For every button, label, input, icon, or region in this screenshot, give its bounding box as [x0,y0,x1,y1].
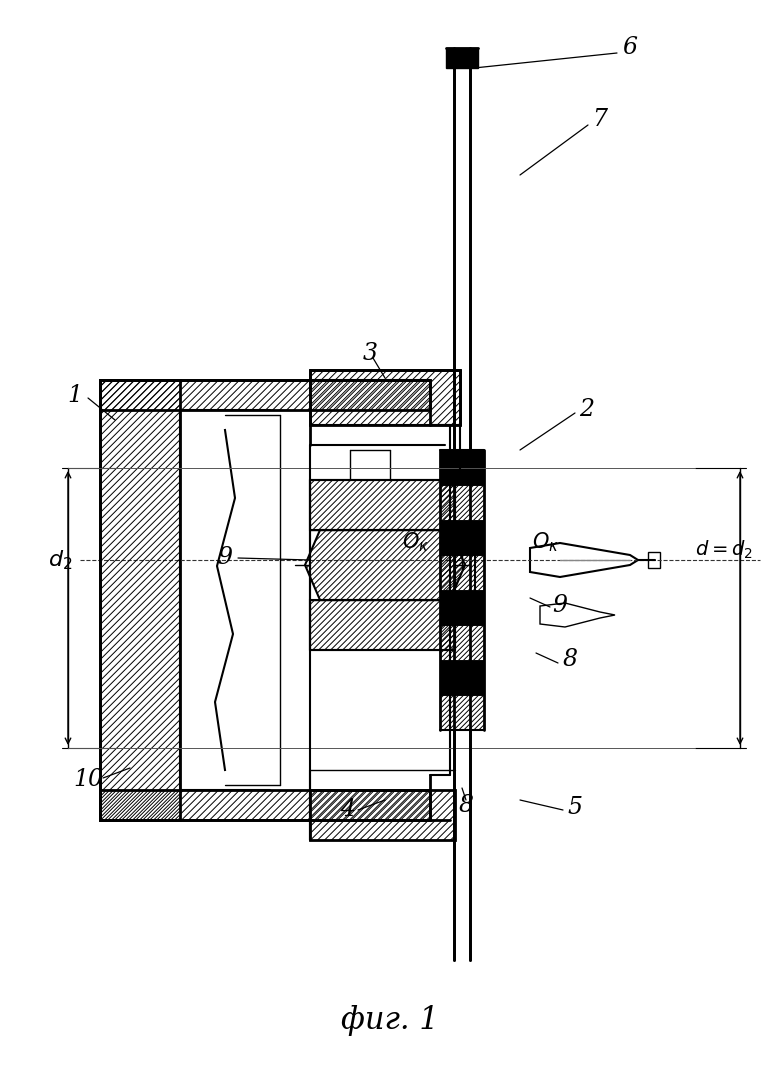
Bar [310,600,455,650]
Bar [100,381,180,820]
PathPatch shape [100,790,430,820]
Text: 2: 2 [580,399,594,421]
Text: 8: 8 [562,649,577,672]
PathPatch shape [310,370,460,425]
Bar [440,555,484,590]
PathPatch shape [440,625,484,660]
Text: 3: 3 [363,342,378,364]
PathPatch shape [305,530,465,600]
Text: 9: 9 [552,594,568,617]
Text: 10: 10 [73,769,103,791]
PathPatch shape [440,485,484,520]
PathPatch shape [100,381,430,410]
Bar [446,49,478,68]
PathPatch shape [310,600,455,650]
Bar [310,370,460,425]
Polygon shape [540,603,615,627]
Polygon shape [648,552,660,568]
Bar [310,790,455,840]
Text: 8: 8 [459,793,473,816]
Bar [440,695,484,730]
PathPatch shape [440,695,484,730]
Bar [100,381,430,410]
Text: 1: 1 [68,384,83,406]
Bar [440,450,484,485]
PathPatch shape [310,480,455,530]
Text: $O_{\kappa}$: $O_{\kappa}$ [402,530,428,554]
Text: фиг. 1: фиг. 1 [341,1005,439,1036]
Bar [440,660,484,695]
Text: 6: 6 [622,37,637,59]
Text: $d = d_2$: $d = d_2$ [695,539,753,562]
Polygon shape [530,543,638,577]
PathPatch shape [440,555,484,590]
Text: 5: 5 [568,797,583,819]
Text: 7: 7 [593,109,608,132]
Bar [440,485,484,520]
Bar [440,625,484,660]
Text: 4: 4 [341,799,356,821]
PathPatch shape [310,790,455,840]
Text: $d_2$: $d_2$ [48,549,73,571]
Bar [440,590,484,625]
Text: 9: 9 [218,547,232,569]
Bar [310,480,455,530]
PathPatch shape [100,381,180,820]
Bar [440,520,484,555]
Text: $O_{\kappa}$: $O_{\kappa}$ [531,530,558,554]
Bar [100,790,430,820]
